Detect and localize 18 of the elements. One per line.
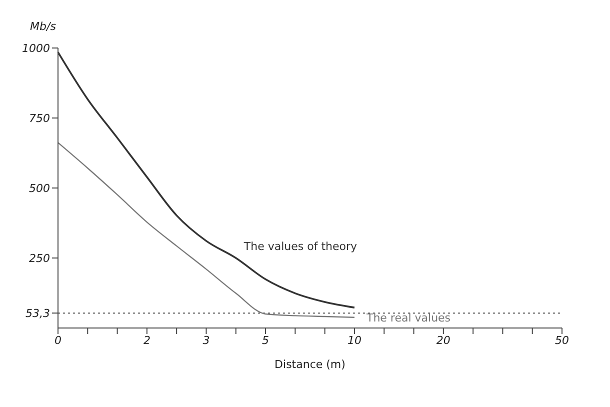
line-series — [57, 51, 356, 308]
y-axis-title: Mb/s — [30, 20, 56, 33]
line-series — [57, 142, 356, 318]
y-tick-label: 500 — [29, 182, 50, 195]
x-axis-title: Distance (m) — [274, 358, 346, 371]
series-label: The values of theory — [242, 240, 358, 253]
x-tick-label: 20 — [436, 334, 450, 347]
y-tick-label: 53,3 — [26, 306, 50, 320]
x-tick-label: 3 — [202, 334, 210, 347]
y-tick-label: 1000 — [22, 42, 50, 55]
y-tick-label: 750 — [29, 112, 50, 125]
x-tick-label: 10 — [347, 334, 362, 347]
series-label: The real values — [365, 311, 451, 324]
x-tick-label: 2 — [143, 334, 150, 347]
x-tick-label: 0 — [54, 334, 62, 347]
x-tick-label: 50 — [555, 334, 569, 347]
y-tick-label: 250 — [29, 252, 50, 265]
x-tick-label: 5 — [262, 334, 270, 347]
